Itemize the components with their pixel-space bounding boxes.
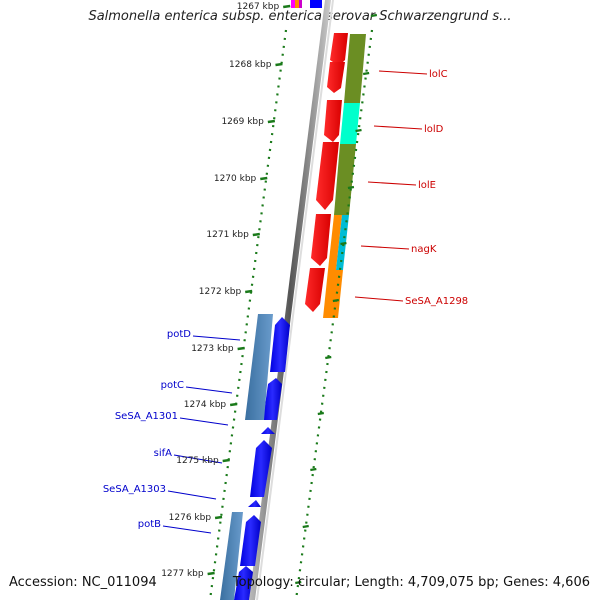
top-feature-orange — [295, 0, 299, 8]
kbp-ruler: 1267 kbp 1268 kbp 1269 kbp 1270 kbp 1271 kbp… — [161, 2, 378, 585]
outer-tick — [302, 524, 309, 529]
gene-arrow-potB — [240, 515, 261, 566]
outer-tick — [295, 580, 302, 585]
gene-arrow-potC — [263, 378, 282, 420]
kbp-tick-label: 1269 kbp — [221, 117, 264, 127]
cog-olive-1 — [344, 34, 366, 103]
gene-arrow-lolE — [316, 142, 339, 210]
gene-arrow-lolD — [324, 100, 342, 142]
gene-callouts — [162, 70, 428, 534]
gene-label-potB[interactable]: potB — [138, 519, 161, 530]
kbp-tick-label: 1270 kbp — [214, 174, 257, 184]
kbp-tick — [207, 571, 215, 576]
outer-tick — [347, 185, 355, 190]
gene-arrow-lolC-a — [330, 33, 348, 66]
top-feature-purple — [299, 0, 302, 8]
reverse-genes[interactable] — [234, 317, 290, 600]
outer-tick — [325, 355, 332, 360]
reverse-cog-strip — [220, 314, 273, 600]
backbone — [249, 0, 334, 600]
gene-arrow-next — [234, 566, 253, 600]
gene-label-lolC[interactable]: lolC — [429, 69, 448, 80]
gene-label-SeSA_A1303[interactable]: SeSA_A1303 — [103, 484, 166, 495]
kbp-tick — [283, 4, 291, 9]
kbp-tick — [267, 119, 276, 124]
gene-label-lolD[interactable]: lolD — [424, 124, 444, 135]
gene-label-potC[interactable]: potC — [161, 380, 184, 391]
genome-stats-text: Topology: circular; Length: 4,709,075 bp… — [232, 575, 590, 590]
kbp-tick-label: 1268 kbp — [229, 60, 272, 70]
kbp-tick-label: 1267 kbp — [237, 2, 280, 12]
kbp-tick — [260, 176, 268, 181]
kbp-tick-label: 1274 kbp — [184, 400, 227, 410]
gene-arrow-sifA — [250, 440, 272, 497]
outer-tick — [317, 411, 324, 416]
top-feature-blue — [310, 0, 322, 8]
gene-label-sifA[interactable]: sifA — [154, 448, 173, 459]
cog-aqua — [340, 103, 360, 144]
accession-text: Accession: NC_011094 — [9, 575, 157, 590]
gene-label-SeSA_A1298[interactable]: SeSA_A1298 — [405, 296, 468, 307]
cog-steel-1 — [245, 314, 273, 420]
gene-arrow-SeSA_A1301 — [261, 427, 275, 434]
gene-arrow-potD — [270, 317, 290, 372]
cog-orange-1 — [328, 215, 342, 270]
outer-tick — [370, 13, 378, 18]
backbone-shadow — [256, 0, 334, 600]
outer-tick — [310, 467, 317, 472]
gene-labels[interactable]: lolC lolD lolE nagK SeSA_A1298 potD potC SeSA_A… — [103, 69, 468, 530]
forward-genes[interactable] — [305, 33, 348, 312]
kbp-tick — [252, 232, 260, 237]
map-title: Salmonella enterica subsp. enterica sero… — [88, 9, 512, 24]
kbp-tick-label: 1271 kbp — [206, 230, 249, 240]
kbp-tick — [214, 515, 223, 520]
gene-arrow-SeSA_A1298 — [305, 268, 325, 312]
top-feature-magenta — [291, 0, 295, 8]
kbp-tick — [275, 62, 283, 67]
gene-label-potD[interactable]: potD — [167, 329, 191, 340]
gene-arrow-nagK — [311, 214, 331, 266]
outer-tick — [340, 241, 347, 246]
gene-arrow-SeSA_A1303 — [248, 500, 261, 507]
kbp-tick — [245, 289, 253, 294]
kbp-tick-label: 1277 kbp — [161, 569, 204, 579]
kbp-tick-label: 1275 kbp — [176, 456, 219, 466]
kbp-tick-label: 1272 kbp — [199, 287, 242, 297]
cog-orange-2 — [323, 270, 343, 318]
outer-tick — [362, 71, 370, 76]
inner-dotted-track — [208, 29, 288, 600]
gene-label-SeSA_A1301[interactable]: SeSA_A1301 — [115, 411, 178, 422]
gene-arrow-lolC-b — [327, 62, 345, 93]
cog-steel-2 — [220, 512, 243, 600]
outer-tick — [355, 128, 362, 133]
kbp-tick-label: 1273 kbp — [191, 344, 234, 354]
gene-label-nagK[interactable]: nagK — [411, 244, 437, 255]
gene-label-lolE[interactable]: lolE — [418, 180, 436, 191]
kbp-tick-label: 1276 kbp — [169, 513, 212, 523]
top-features — [291, 0, 322, 8]
